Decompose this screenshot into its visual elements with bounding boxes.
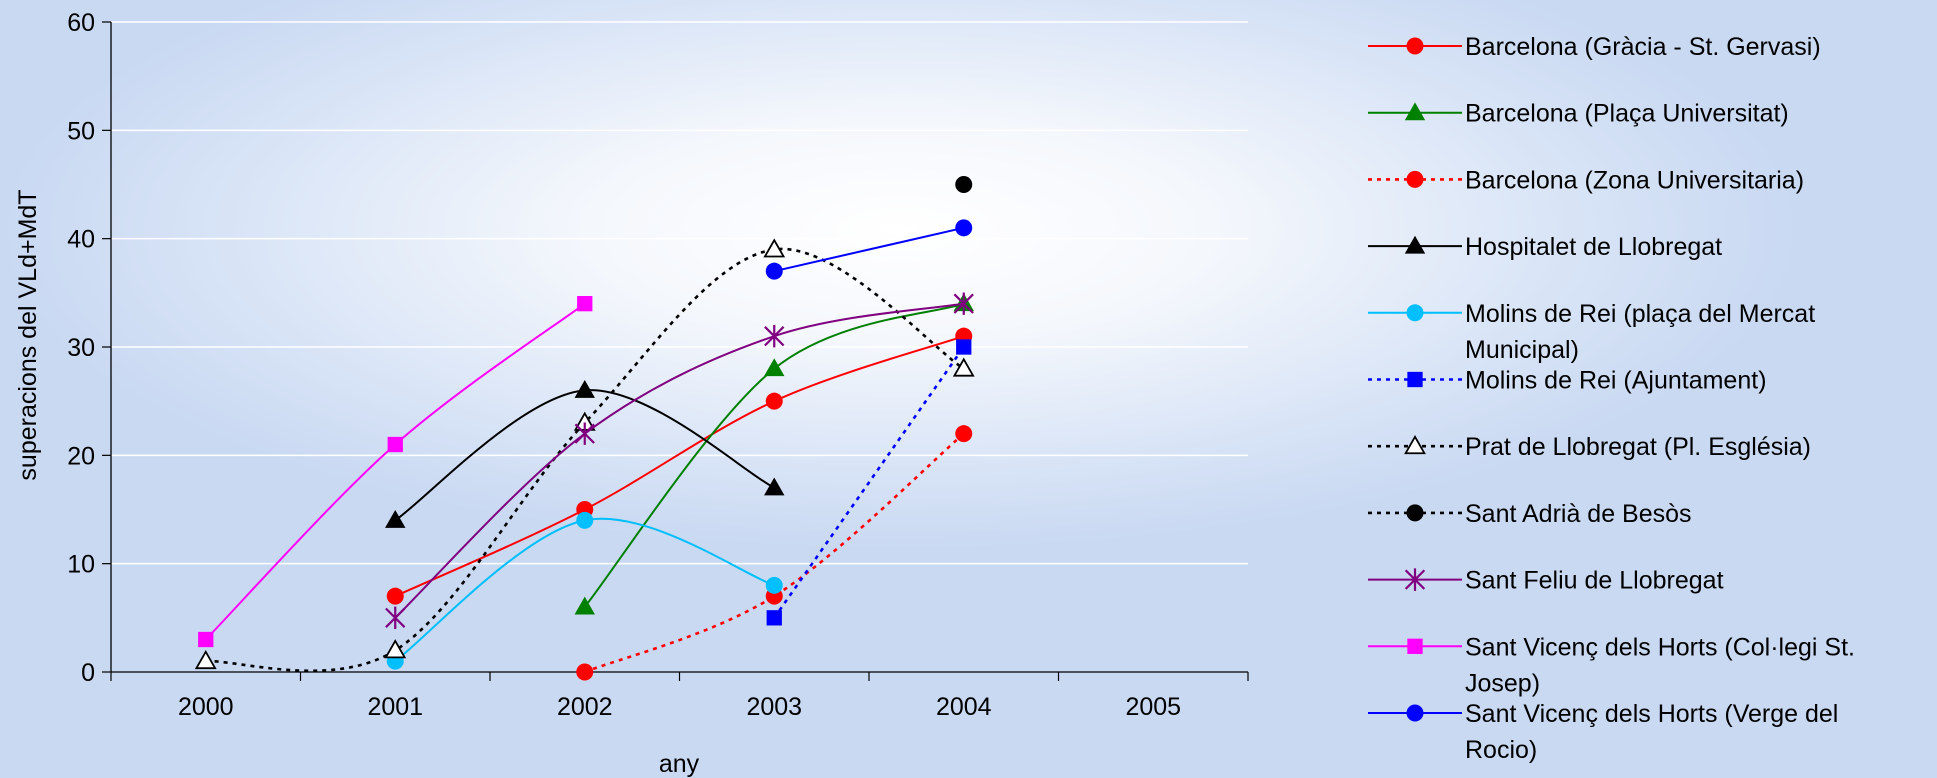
data-point — [953, 292, 974, 315]
legend-marker — [1406, 170, 1424, 188]
data-point — [764, 358, 785, 377]
data-point — [577, 296, 593, 312]
legend-marker — [1407, 638, 1423, 654]
series-line — [394, 302, 964, 619]
data-point — [385, 606, 406, 630]
y-tick-labels: 0 10 20 30 40 50 60 — [67, 9, 95, 687]
legend-marker — [1406, 504, 1424, 522]
series-4 — [385, 379, 785, 528]
series-6 — [766, 339, 972, 626]
series-11 — [765, 219, 973, 280]
data-point — [952, 357, 975, 377]
legend-entry: Sant Vicenç dels Horts (Verge del Rocio) — [1368, 700, 1838, 764]
series-line — [774, 226, 964, 273]
legend-entry: Prat de Llobregat (Pl. Església) — [1368, 433, 1811, 461]
data-point — [574, 422, 595, 445]
data-point — [764, 477, 785, 496]
y-tick-label: 10 — [67, 551, 95, 579]
legend-label: Barcelona (Plaça Universitat) — [1465, 100, 1789, 128]
data-point — [574, 379, 595, 398]
y-tick-label: 0 — [81, 659, 95, 687]
legend-entry: Molins de Rei (plaça del Mercat Municipal… — [1368, 300, 1815, 364]
data-point — [387, 436, 403, 453]
data-point — [384, 639, 407, 659]
legend-label: Sant Vicenç dels Horts (Verge del Rocio) — [1465, 700, 1838, 764]
data-point — [765, 576, 783, 594]
series-line — [394, 517, 775, 662]
data-point — [765, 392, 783, 410]
data-point — [765, 262, 783, 280]
legend-marker — [1404, 435, 1426, 455]
series-5 — [386, 511, 783, 670]
y-tick-label: 60 — [67, 9, 95, 37]
data-point — [763, 238, 786, 258]
series-10 — [198, 296, 593, 648]
axes — [102, 21, 1249, 681]
legend-entry: Sant Adrià de Besòs — [1368, 500, 1692, 528]
y-tick-label: 40 — [67, 226, 95, 254]
data-point — [766, 610, 782, 626]
legend-marker — [1406, 304, 1424, 322]
plot-area — [194, 176, 975, 681]
x-axis-title: any — [659, 750, 700, 778]
data-point — [764, 324, 785, 348]
legend-marker — [1404, 568, 1426, 591]
legend-marker — [1404, 235, 1426, 254]
data-point — [576, 663, 594, 681]
data-point — [385, 509, 406, 528]
data-point — [955, 219, 973, 237]
data-point — [198, 631, 214, 648]
legend-label: Sant Vicenç dels Horts (Col·legi St. Jose… — [1465, 633, 1855, 697]
series-3 — [576, 425, 973, 681]
data-point — [955, 176, 973, 193]
x-tick-label: 2001 — [367, 693, 423, 721]
data-point — [574, 596, 595, 615]
series-9 — [385, 292, 974, 630]
x-tick-label: 2000 — [178, 693, 234, 721]
legend-marker — [1407, 371, 1423, 388]
legend-entry: Barcelona (Gràcia - St. Gervasi) — [1368, 33, 1821, 61]
legend-label: Sant Adrià de Besòs — [1465, 500, 1692, 528]
legend-entry: Barcelona (Zona Universitaria) — [1368, 166, 1804, 194]
legend-entry: Sant Vicenç dels Horts (Col·legi St. Jose… — [1368, 633, 1855, 697]
legend-marker — [1406, 704, 1424, 722]
legend-entry: Hospitalet de Llobregat — [1368, 233, 1722, 261]
y-axis-title: superacions del VLd+MdT — [14, 189, 42, 480]
legend-label: Molins de Rei (Ajuntament) — [1465, 367, 1767, 395]
data-point — [955, 425, 973, 443]
legend-label: Hospitalet de Llobregat — [1465, 233, 1722, 261]
legend-entry: Barcelona (Plaça Universitat) — [1368, 100, 1789, 128]
series-7 — [194, 238, 975, 673]
legend: Barcelona (Gràcia - St. Gervasi) Barcelon… — [1368, 33, 1855, 764]
x-tick-labels: 2000 2001 2002 2003 2004 2005 — [178, 693, 1181, 721]
gridlines — [111, 21, 1248, 565]
data-point — [576, 511, 594, 529]
data-point — [386, 587, 404, 605]
legend-label: Molins de Rei (plaça del Mercat Municipal… — [1465, 300, 1815, 364]
series-line — [773, 346, 965, 619]
y-tick-label: 50 — [67, 117, 95, 145]
series-line — [394, 335, 965, 598]
legend-marker — [1404, 102, 1426, 121]
series-line — [584, 432, 965, 674]
legend-entry: Sant Feliu de Llobregat — [1368, 567, 1724, 595]
y-tick-label: 20 — [67, 442, 95, 470]
legend-marker — [1406, 37, 1424, 55]
legend-entry: Molins de Rei (Ajuntament) — [1368, 367, 1767, 395]
x-tick-label: 2004 — [936, 693, 992, 721]
legend-label: Prat de Llobregat (Pl. Església) — [1465, 433, 1811, 461]
legend-label: Barcelona (Zona Universitaria) — [1465, 166, 1804, 194]
series-8 — [955, 176, 973, 193]
data-point — [194, 650, 217, 670]
x-tick-label: 2003 — [746, 693, 802, 721]
data-point — [956, 339, 972, 355]
legend-label: Sant Feliu de Llobregat — [1465, 567, 1724, 595]
x-tick-label: 2005 — [1125, 693, 1181, 721]
legend-label: Barcelona (Gràcia - St. Gervasi) — [1465, 33, 1821, 61]
y-tick-label: 30 — [67, 334, 95, 362]
x-tick-label: 2002 — [557, 693, 613, 721]
